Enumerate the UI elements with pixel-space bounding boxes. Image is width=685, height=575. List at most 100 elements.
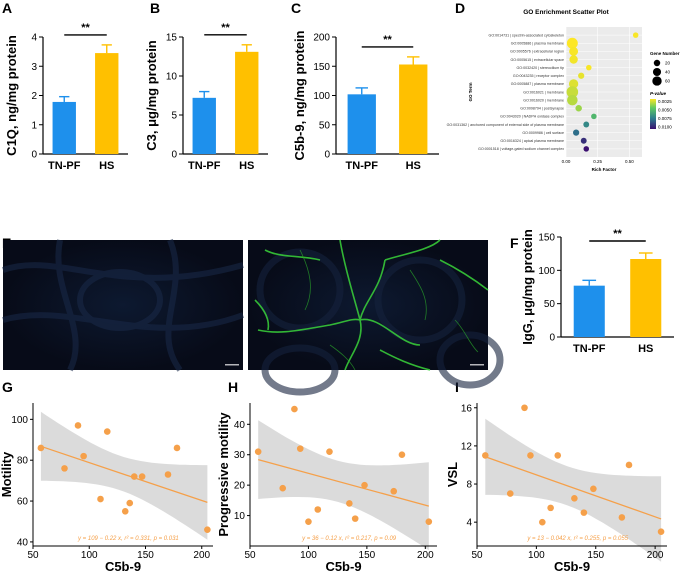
data-point: [482, 452, 489, 459]
data-point: [291, 405, 298, 413]
data-point: [305, 518, 312, 525]
panel-label-f: F: [510, 235, 519, 251]
go-term-point: [583, 146, 590, 152]
x-tick-label: 200: [647, 550, 664, 561]
data-point: [296, 445, 304, 452]
data-point: [506, 490, 514, 497]
data-point: [398, 451, 406, 459]
bar-chart-c: C5b-9, ng/mg protein 0 50 100 150 200 TN-PF HS *…: [292, 30, 439, 172]
data-point: [279, 484, 287, 492]
legend-size-swatch: [652, 67, 662, 77]
x-axis-title: C5b-9: [554, 559, 590, 574]
data-point: [204, 526, 211, 533]
go-x-tick-label: 0.50: [625, 159, 634, 164]
significance-label: **: [81, 22, 90, 34]
regression-equation: y = 109 − 0.22 x, r² = 0.331, p = 0.031: [77, 536, 179, 542]
data-point: [657, 528, 665, 535]
data-point: [618, 514, 626, 521]
go-term-label: GO:0005886 | plasma membrane: [511, 42, 564, 46]
data-point: [361, 481, 368, 489]
y-tick-label: 0: [324, 150, 330, 161]
go-term-point: [566, 86, 579, 98]
y-tick-label: 40: [234, 420, 246, 431]
y-tick-label: 100: [11, 415, 28, 426]
y-axis-title: Progressive motility: [216, 412, 231, 537]
y-axis-title: C5b-9, ng/mg protein: [292, 30, 307, 160]
data-point: [625, 461, 633, 469]
legend-color-label: 0.0050: [658, 108, 672, 113]
x-tick-label: 200: [193, 550, 210, 561]
data-point: [425, 518, 433, 525]
significance-label: **: [383, 34, 392, 46]
legend-size-swatch: [653, 59, 661, 67]
x-category-label: TN-PF: [346, 160, 379, 172]
go-term-point: [573, 129, 580, 136]
y-tick-label: 3: [31, 62, 37, 73]
panel-label-g: G: [2, 379, 13, 395]
legend-color-label: 0.0100: [658, 125, 672, 130]
go-x-axis-title: Rich Factor: [592, 167, 617, 172]
x-category-label: HS: [239, 160, 254, 172]
go-term-label: GO:0016021 | membrane: [523, 90, 564, 94]
go-x-tick-label: 0.25: [593, 159, 602, 164]
y-tick-label: 80: [17, 456, 29, 467]
bar-hs: [399, 64, 428, 154]
y-axis-title: Motility: [0, 451, 14, 497]
go-term-point: [580, 137, 587, 144]
y-axis-title: IgG, μg/mg protein: [520, 229, 535, 345]
data-point: [547, 504, 554, 512]
go-term-point: [575, 104, 582, 112]
go-x-tick-label: 0.00: [562, 159, 571, 164]
x-tick-label: 50: [244, 550, 256, 561]
regression-equation: y = 13 − 0.042 x, r² = 0.255, p = 0.055: [526, 536, 628, 542]
bar-hs: [235, 51, 259, 154]
go-plot-title: GO Enrichment Scatter Plot: [523, 9, 609, 16]
data-point: [173, 444, 181, 452]
confidence-band: [40, 411, 208, 540]
data-point: [97, 495, 104, 503]
x-tick-label: 100: [528, 550, 545, 561]
panel-label-d: D: [455, 0, 465, 16]
micrograph-tnpf: [2, 238, 245, 372]
y-tick-label: 10: [166, 72, 178, 83]
legend-color-label: 0.0025: [658, 99, 672, 104]
y-tick-label: 60: [17, 497, 29, 508]
data-point: [580, 509, 588, 516]
bar-tn-pf: [347, 94, 376, 154]
x-category-label: HS: [99, 160, 114, 172]
y-axis-title: C3, μg/mg protein: [144, 40, 159, 151]
legend-size-label: 60: [665, 79, 671, 84]
go-term-point: [632, 32, 639, 38]
bar-hs: [95, 53, 119, 154]
panel-label-b: B: [150, 0, 160, 16]
x-tick-label: 150: [137, 550, 154, 561]
data-point: [130, 473, 138, 480]
bar-chart-f: IgG, μg/mg protein 0 50 100 150 TN-PF HS **: [520, 228, 674, 355]
regression-equation: y = 36 − 0.12 x, r² = 0.217, p = 0.09: [301, 536, 397, 542]
y-tick-label: 2: [31, 91, 37, 102]
data-point: [539, 518, 546, 526]
panel-label-a: A: [2, 0, 12, 16]
data-point: [326, 448, 333, 455]
go-term-label: GO:0014731 | spectrin-associated cytoske…: [489, 33, 564, 37]
x-category-label: TN-PF: [573, 343, 606, 355]
legend-color-title: P-value: [650, 91, 667, 96]
y-tick-label: 0: [31, 150, 37, 161]
legend-size-title: Gene Number: [650, 51, 680, 56]
regression-line: [40, 445, 208, 504]
y-tick-label: 150: [538, 233, 555, 244]
go-term-point: [568, 79, 579, 89]
data-point: [590, 485, 597, 493]
data-point: [126, 499, 134, 507]
bar-chart-b: C3, μg/mg protein 0 5 10 15 TN-PF HS **: [144, 22, 268, 172]
legend-size-label: 40: [665, 70, 671, 75]
panel-label-c: C: [291, 0, 301, 16]
confidence-band: [258, 420, 429, 551]
legend-size-label: 20: [665, 61, 671, 66]
go-term-point: [586, 64, 592, 71]
y-tick-label: 8: [466, 480, 472, 491]
panel-label-i: I: [455, 379, 459, 395]
y-tick-label: 30: [234, 450, 246, 461]
data-point: [254, 448, 262, 455]
